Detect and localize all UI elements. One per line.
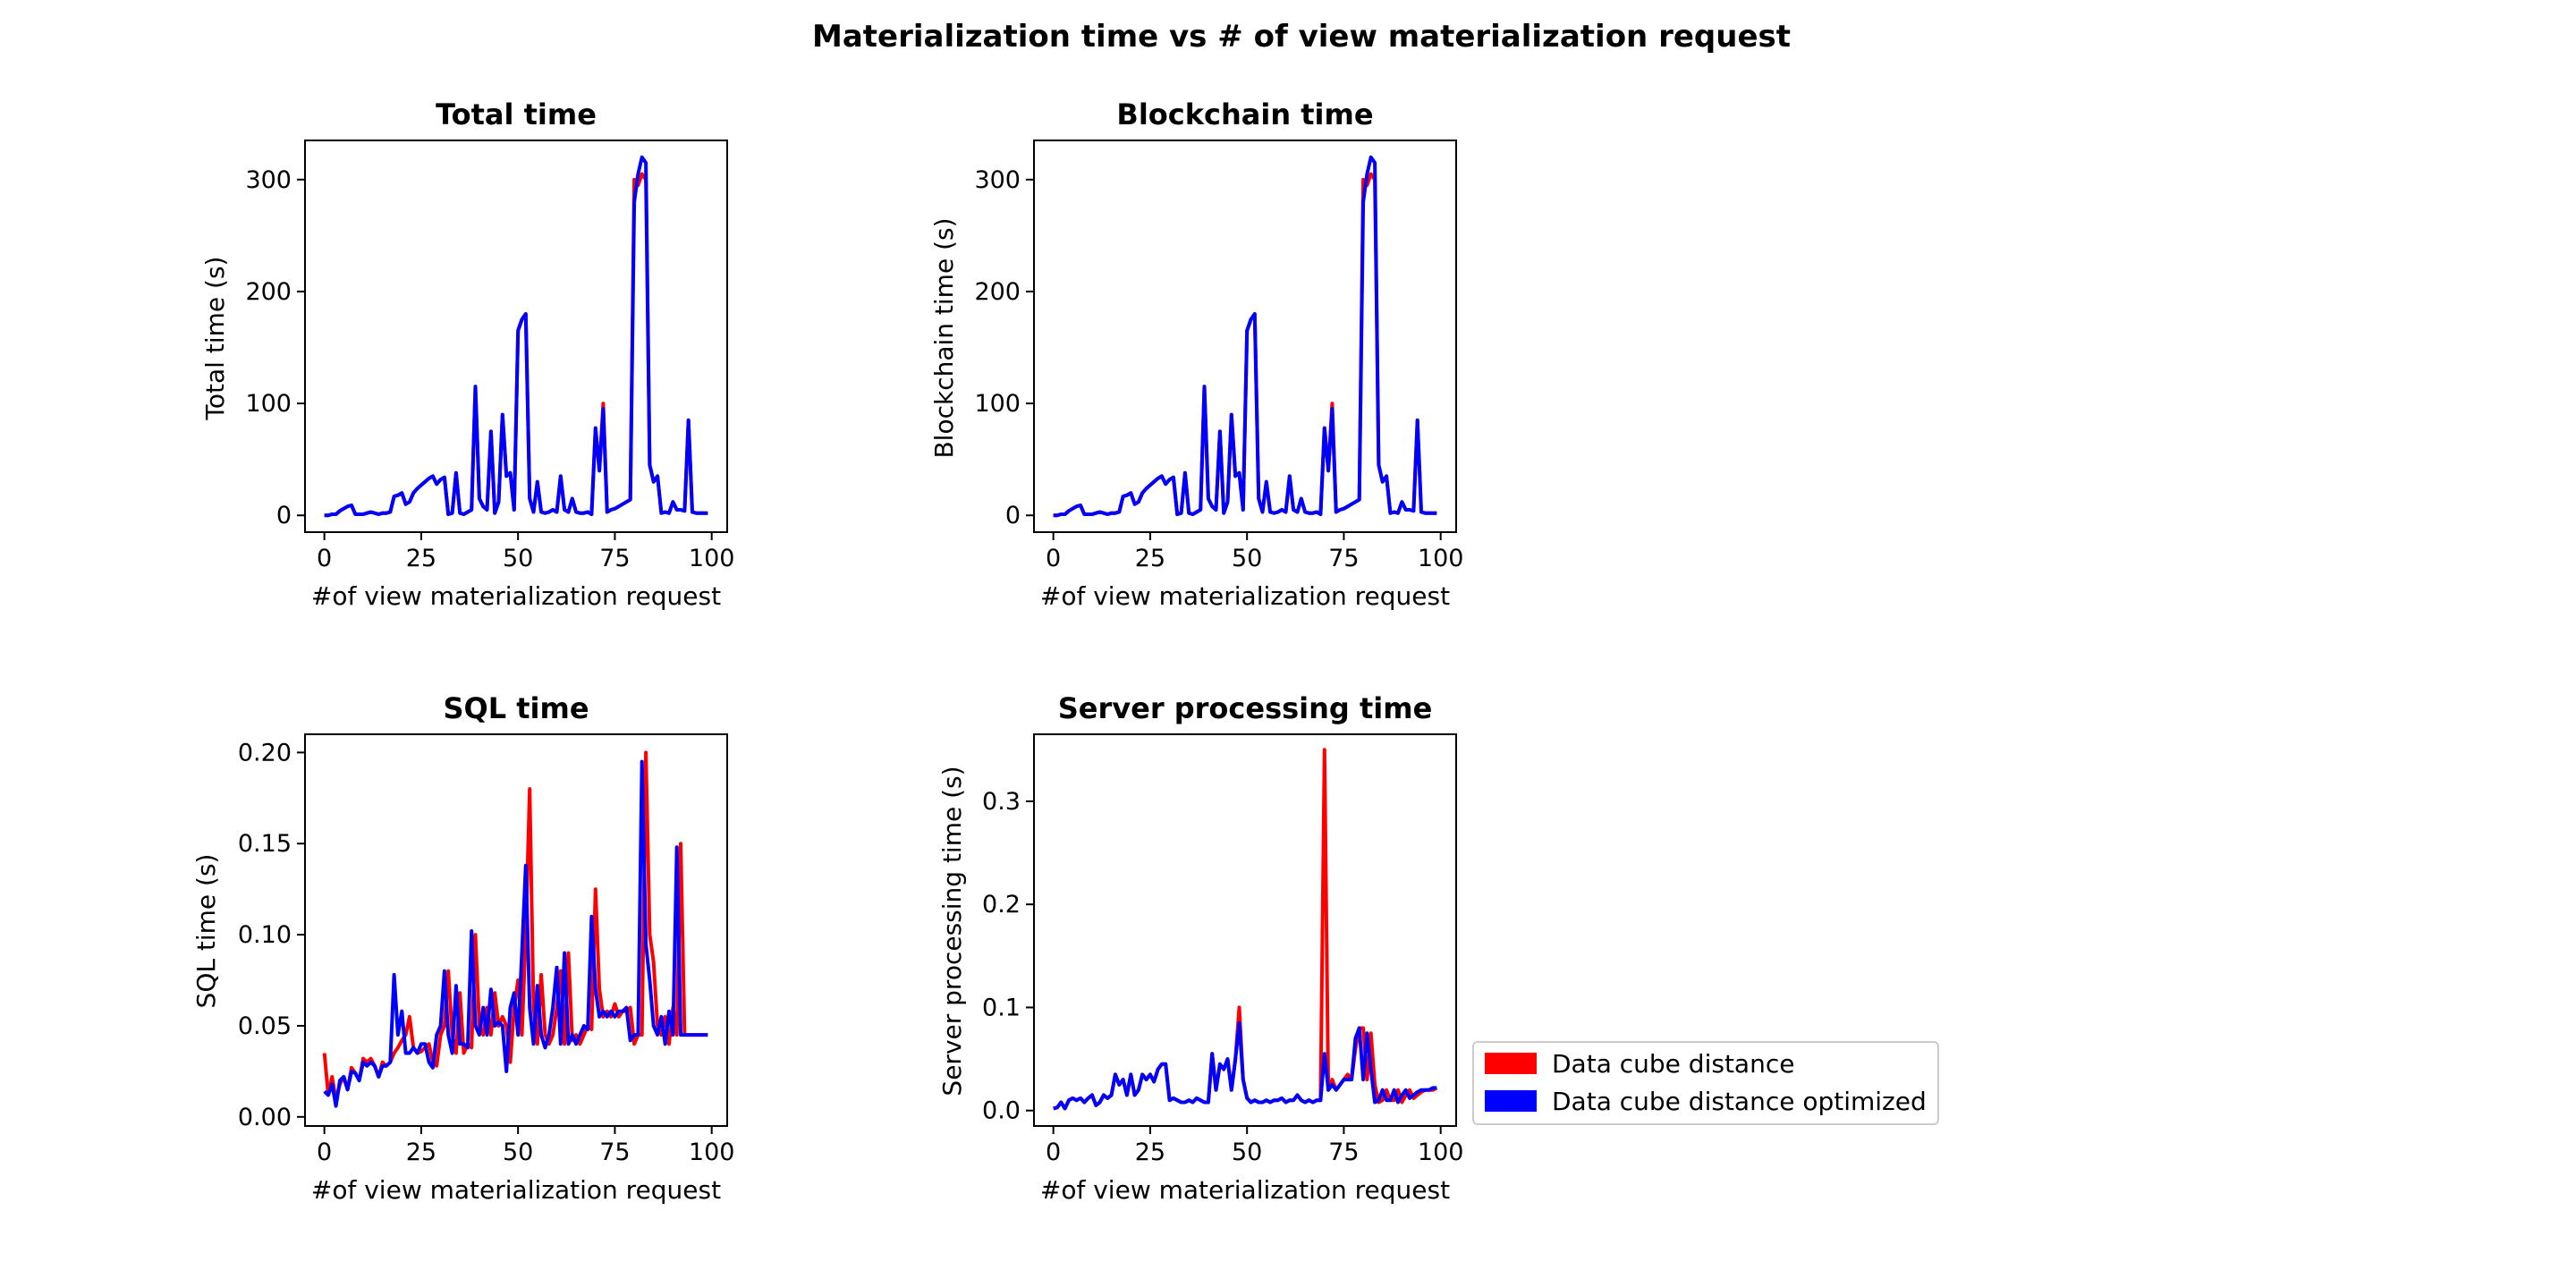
- y-tick-label: 0: [1005, 502, 1021, 529]
- series-line-blue: [323, 759, 708, 1108]
- axes-frame: [304, 733, 728, 1127]
- y-tick-label: 200: [974, 278, 1021, 306]
- axes-frame: [1033, 733, 1457, 1127]
- y-tick-label: 200: [245, 278, 292, 306]
- y-tick-label: 0.15: [238, 830, 292, 858]
- series-line-blue: [324, 155, 708, 518]
- chart-title: SQL time: [443, 691, 589, 725]
- y-tick-label: 100: [245, 390, 292, 418]
- x-axis-label: #of view materialization request: [311, 1175, 721, 1205]
- x-axis-label: #of view materialization request: [1040, 581, 1450, 611]
- x-tick-label: 0: [1046, 545, 1061, 572]
- y-tick-label: 0.10: [238, 921, 292, 949]
- series-line-red: [322, 750, 708, 1103]
- x-axis-label: #of view materialization request: [311, 581, 721, 611]
- x-tick-label: 100: [689, 545, 735, 572]
- x-tick-label: 75: [1328, 1139, 1359, 1166]
- x-tick-label: 25: [1135, 1139, 1165, 1166]
- y-tick-label: 0.0: [982, 1097, 1021, 1125]
- x-tick-label: 50: [503, 1139, 533, 1166]
- x-tick-label: 50: [1232, 545, 1262, 572]
- y-tick-label: 0.1: [982, 994, 1021, 1021]
- series-line-blue: [1053, 155, 1437, 518]
- series-line-blue: [1053, 1020, 1437, 1111]
- y-axis-label: Blockchain time (s): [929, 217, 959, 458]
- x-tick-label: 100: [1418, 1139, 1464, 1166]
- y-axis-label: Total time (s): [200, 257, 230, 421]
- x-tick-label: 75: [1328, 545, 1359, 572]
- y-tick-label: 0: [276, 502, 292, 529]
- series-line-red: [1053, 748, 1438, 1111]
- y-tick-label: 300: [245, 166, 292, 194]
- x-tick-label: 25: [406, 1139, 436, 1166]
- chart-title: Total time: [436, 97, 597, 131]
- legend-label: Data cube distance optimized: [1552, 1087, 1927, 1116]
- chart-title: Server processing time: [1058, 691, 1433, 725]
- x-tick-label: 50: [1232, 1139, 1262, 1166]
- legend-frame: [1472, 1041, 1939, 1125]
- chart-blockchain-time: Blockchain time #of view materialization…: [929, 97, 1463, 611]
- y-tick-label: 0.2: [982, 891, 1021, 919]
- figure-title: Materialization time vs # of view materi…: [812, 19, 1791, 55]
- y-tick-label: 0.20: [238, 739, 292, 766]
- y-axis-label: Server processing time (s): [937, 766, 967, 1096]
- y-tick-label: 100: [974, 390, 1021, 418]
- chart-server-processing-time: Server processing time #of view material…: [937, 691, 1463, 1205]
- legend-swatch-blue: [1485, 1090, 1537, 1112]
- legend: Data cube distance Data cube distance op…: [1472, 1041, 1939, 1125]
- legend-swatch-red: [1485, 1053, 1537, 1074]
- legend-label: Data cube distance: [1552, 1049, 1794, 1079]
- x-tick-label: 0: [317, 1139, 332, 1166]
- x-tick-label: 100: [1418, 545, 1464, 572]
- y-tick-label: 0.3: [982, 788, 1021, 816]
- x-tick-label: 0: [1046, 1139, 1061, 1166]
- y-tick-label: 300: [974, 166, 1021, 194]
- chart-sql-time: SQL time #of view materialization reques…: [191, 691, 734, 1205]
- y-axis-label: SQL time (s): [191, 854, 221, 1009]
- x-tick-label: 25: [406, 545, 436, 572]
- x-tick-label: 0: [317, 545, 332, 572]
- y-tick-label: 0.00: [238, 1104, 292, 1131]
- x-tick-label: 100: [689, 1139, 735, 1166]
- x-tick-label: 75: [599, 545, 630, 572]
- x-tick-label: 50: [503, 545, 533, 572]
- chart-total-time: Total time #of view materialization requ…: [200, 97, 734, 611]
- axes-frame: [1033, 140, 1457, 533]
- y-tick-label: 0.05: [238, 1012, 292, 1040]
- x-tick-label: 25: [1135, 545, 1165, 572]
- x-tick-label: 75: [599, 1139, 630, 1166]
- chart-title: Blockchain time: [1116, 97, 1373, 131]
- axes-frame: [304, 140, 728, 533]
- x-axis-label: #of view materialization request: [1040, 1175, 1450, 1205]
